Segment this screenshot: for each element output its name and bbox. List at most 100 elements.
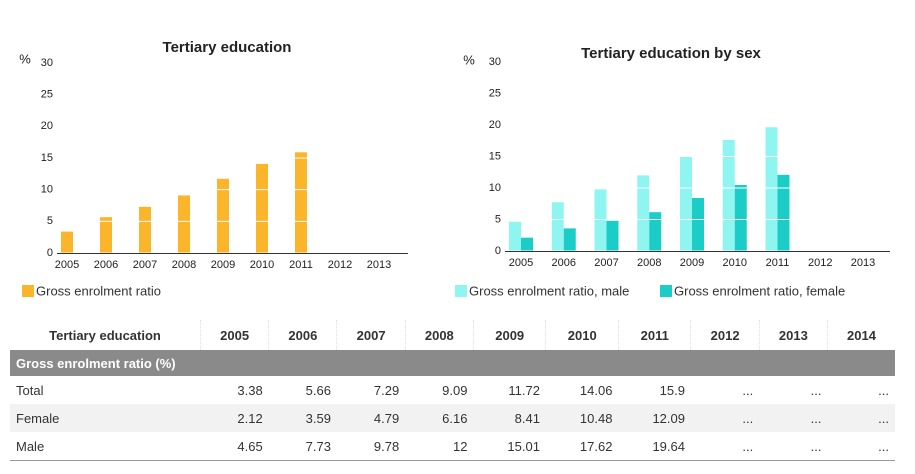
header-row: Tertiary education 2005 2006 2007 2008 2009 20… xyxy=(10,320,895,350)
y-tick-label: 10 xyxy=(489,182,501,194)
value-cell: 19.64 xyxy=(618,432,691,461)
y-tick-label: 25 xyxy=(41,89,53,101)
x-tick-label: 2006 xyxy=(552,257,576,269)
value-cell: ... xyxy=(878,382,889,398)
chart-title: Tertiary education xyxy=(163,39,292,56)
value-cell: 8.41 xyxy=(473,404,546,432)
x-tick-label: 2013 xyxy=(367,259,391,271)
bar xyxy=(61,231,73,253)
header-cell: 2012 xyxy=(690,320,760,350)
bar xyxy=(734,184,747,251)
y-tick-label: 10 xyxy=(41,184,53,196)
bar xyxy=(217,178,229,253)
data-row: Total 3.38 5.66 7.29 9.09 11.72 14.06 15.9.....… xyxy=(10,376,895,404)
legend-swatch xyxy=(455,285,467,297)
row-label: Total xyxy=(16,382,44,398)
y-tick-label: 0 xyxy=(47,247,53,259)
bar xyxy=(139,206,151,253)
header-cell: 2011 xyxy=(617,320,691,350)
bar xyxy=(722,139,735,251)
x-tick-label: 2012 xyxy=(808,257,832,269)
y-tick-label: 30 xyxy=(41,57,53,69)
x-tick-label: 2005 xyxy=(509,257,533,269)
row-label: Male xyxy=(10,432,201,461)
bar xyxy=(509,221,521,251)
x-tick-label: 2013 xyxy=(851,257,875,269)
header-cell: 2014 xyxy=(826,320,895,350)
header-cell: 2005 xyxy=(199,320,269,350)
y-tick-label: 20 xyxy=(41,120,53,132)
bar xyxy=(100,217,112,253)
x-tick-label: 2007 xyxy=(594,257,618,269)
header-cell: Tertiary education xyxy=(49,327,161,343)
legend-swatch xyxy=(660,285,672,297)
value-cell: 7.29 xyxy=(373,382,400,398)
x-tick-label: 2008 xyxy=(637,257,661,269)
y-unit: % xyxy=(19,51,31,66)
header-cell: 2007 xyxy=(336,320,406,350)
value-cell: ... xyxy=(690,404,760,432)
x-tick-label: 2009 xyxy=(211,259,235,271)
bar xyxy=(563,228,576,251)
charts: Tertiary education% 0 5 10 15 20 25 30 2005 2006 2… xyxy=(19,39,890,298)
value-cell: 3.38 xyxy=(237,382,263,398)
x-tick-label: 2010 xyxy=(723,257,747,269)
value-cell: 14.06 xyxy=(579,382,613,398)
legend-swatch xyxy=(22,285,34,297)
x-tick-label: 2005 xyxy=(55,259,79,271)
header-cell: 2009 xyxy=(472,320,546,350)
bar xyxy=(521,237,533,251)
bar xyxy=(765,127,778,251)
value-cell: ... xyxy=(827,432,895,461)
y-tick-label: 15 xyxy=(41,152,53,164)
y-tick-label: 5 xyxy=(47,215,53,227)
value-cell: ... xyxy=(827,404,895,432)
legend-label: Gross enrolment ratio, male xyxy=(469,283,629,298)
section-row: Gross enrolment ratio (%) xyxy=(10,350,895,376)
value-cell: ... xyxy=(810,382,822,398)
chart-title: Tertiary education by sex xyxy=(581,45,761,62)
value-cell: 2.12 xyxy=(200,404,269,432)
y-tick-label: 25 xyxy=(489,87,501,99)
data-table: Tertiary education 2005 2006 2007 2008 2009 20… xyxy=(10,320,895,461)
y-tick-label: 0 xyxy=(495,245,501,257)
header-cell: 2006 xyxy=(268,320,337,350)
value-cell: ... xyxy=(759,432,828,461)
x-tick-label: 2006 xyxy=(94,259,118,271)
y-tick-label: 30 xyxy=(489,56,501,68)
legend-label: Gross enrolment ratio xyxy=(36,283,161,298)
value-cell: 6.16 xyxy=(405,404,474,432)
legend-label: Gross enrolment ratio, female xyxy=(674,283,845,298)
value-cell: 4.79 xyxy=(336,404,406,432)
value-cell: 9.78 xyxy=(336,432,406,461)
bar xyxy=(692,198,704,251)
y-tick-label: 20 xyxy=(489,119,501,131)
bar xyxy=(256,163,268,253)
value-cell: 4.65 xyxy=(200,432,269,461)
value-cell: ... xyxy=(690,432,760,461)
value-cell: 11.72 xyxy=(508,382,540,398)
value-cell: 15.01 xyxy=(473,432,546,461)
section-title: Gross enrolment ratio (%) xyxy=(10,350,895,376)
y-tick-label: 15 xyxy=(489,150,501,162)
value-cell: 5.66 xyxy=(305,382,331,398)
data-row: Male 4.65 7.73 9.78 12 15.01 17.62 19.64.......… xyxy=(10,432,895,461)
value-cell: 9.09 xyxy=(442,382,468,398)
header-cell: 2010 xyxy=(545,320,619,350)
x-tick-label: 2011 xyxy=(766,257,790,269)
x-tick-label: 2008 xyxy=(172,259,196,271)
value-cell: 7.73 xyxy=(268,432,337,461)
value-cell: 15.9 xyxy=(659,382,685,398)
value-cell: 10.48 xyxy=(545,404,619,432)
bar xyxy=(551,202,564,251)
value-cell: ... xyxy=(742,382,754,398)
bar xyxy=(594,189,607,251)
header-cell: 2013 xyxy=(758,320,828,350)
bar xyxy=(606,220,619,251)
value-cell: 3.59 xyxy=(268,404,337,432)
bar xyxy=(777,174,790,251)
x-tick-label: 2011 xyxy=(289,259,313,271)
x-tick-label: 2010 xyxy=(250,259,274,271)
bar xyxy=(295,152,307,253)
value-cell: 17.62 xyxy=(545,432,619,461)
